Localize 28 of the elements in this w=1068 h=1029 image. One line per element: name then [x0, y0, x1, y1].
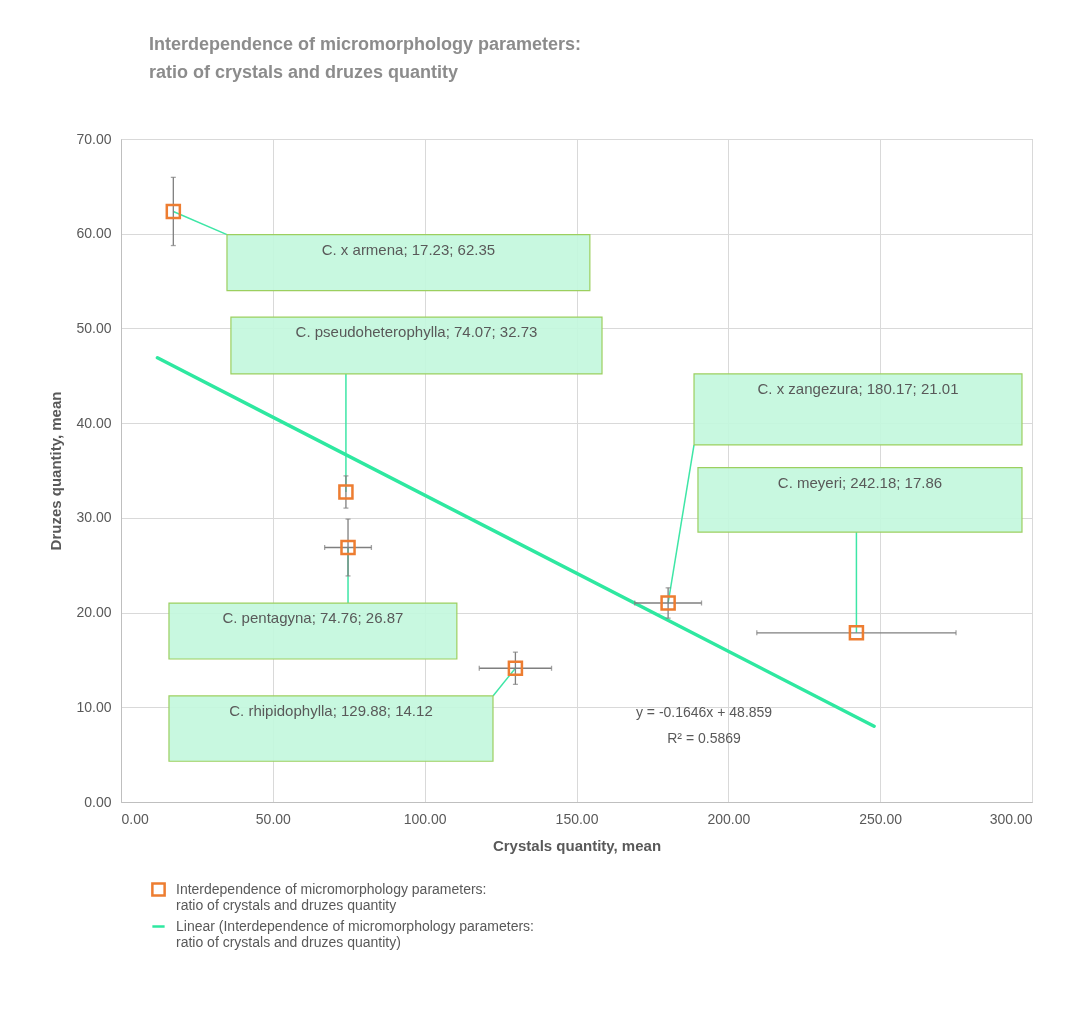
annotation: C. rhipidophylla; 129.88; 14.12 [229, 701, 433, 719]
y-tick-label: 70.00 [76, 130, 112, 147]
annotation: C. pseudoheterophylla; 74.07; 32.73 [295, 323, 538, 341]
x-tick-label: 200.00 [707, 810, 751, 827]
y-tick-label: 60.00 [76, 225, 112, 242]
y-axis-title: Druzes quantity, mean [47, 391, 65, 551]
y-tick-label: 10.00 [76, 698, 112, 715]
x-tick-label: 100.00 [403, 810, 447, 827]
x-tick-label: 300.00 [989, 810, 1033, 827]
x-tick-label: 50.00 [255, 810, 292, 827]
x-tick-label: 250.00 [859, 810, 903, 827]
annotation: C. meyeri; 242.18; 17.86 [777, 473, 943, 491]
y-tick-label: 30.00 [76, 509, 112, 526]
annotation: C. x armena; 17.23; 62.35 [321, 240, 496, 258]
annotation: R² = 0.5869 [667, 730, 742, 747]
y-tick-label: 0.00 [84, 793, 112, 810]
x-axis-title: Crystals quantity, mean [492, 836, 662, 854]
annotation: C. pentagyna; 74.76; 26.87 [222, 609, 404, 627]
legend-label: Interdependence of micromorphology parameters: ratio of crystals and druzes quantity [176, 880, 487, 913]
annotation: y = -0.1646x + 48.859 [635, 703, 773, 720]
x-tick-label: 0.00 [121, 810, 149, 827]
y-tick-label: 20.00 [76, 604, 112, 621]
y-tick-label: 50.00 [76, 319, 112, 336]
legend-label: Linear (Interdependence of micromorphology parameters: ratio of crystals and druzes quantity) [176, 917, 534, 950]
x-tick-label: 150.00 [555, 810, 599, 827]
y-tick-label: 40.00 [76, 414, 112, 431]
annotation: C. x zangezura; 180.17; 21.01 [757, 379, 959, 397]
chart-title: Interdependence of micromorphology parameters: ratio of crystals and druzes quantity [148, 34, 582, 82]
